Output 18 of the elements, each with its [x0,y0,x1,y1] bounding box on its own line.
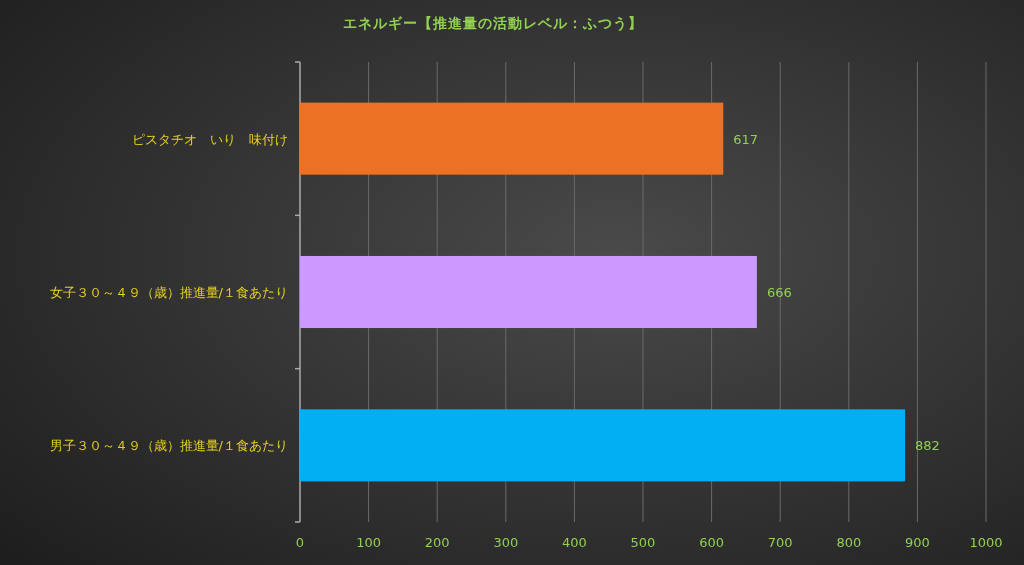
data-label: 666 [766,285,792,300]
x-tick-label: 200 [424,535,450,550]
x-tick-label: 800 [836,535,862,550]
x-tick-label: 0 [295,535,305,550]
x-tick-label: 700 [767,535,793,550]
x-tick-label: 100 [356,535,382,550]
x-tick-label: 1000 [969,535,1003,550]
x-tick-label: 300 [493,535,519,550]
x-tick-label: 500 [630,535,656,550]
data-label: 882 [915,438,940,454]
y-tick-label: 女子３０～４９（歳）推進量/１食あたり [49,285,288,300]
x-tick-label: 400 [561,535,587,550]
y-tick-label: ピスタチオ いり 味付け [132,131,288,147]
data-label: 617 [733,131,759,147]
chart-title: エネルギー【推進量の活動レベル：ふつう】 [343,15,643,32]
y-tick-label: 男子３０～４９（歳）推進量/１食あたり [49,438,288,454]
x-tick-label: 600 [699,535,725,550]
x-tick-label: 900 [904,535,930,550]
